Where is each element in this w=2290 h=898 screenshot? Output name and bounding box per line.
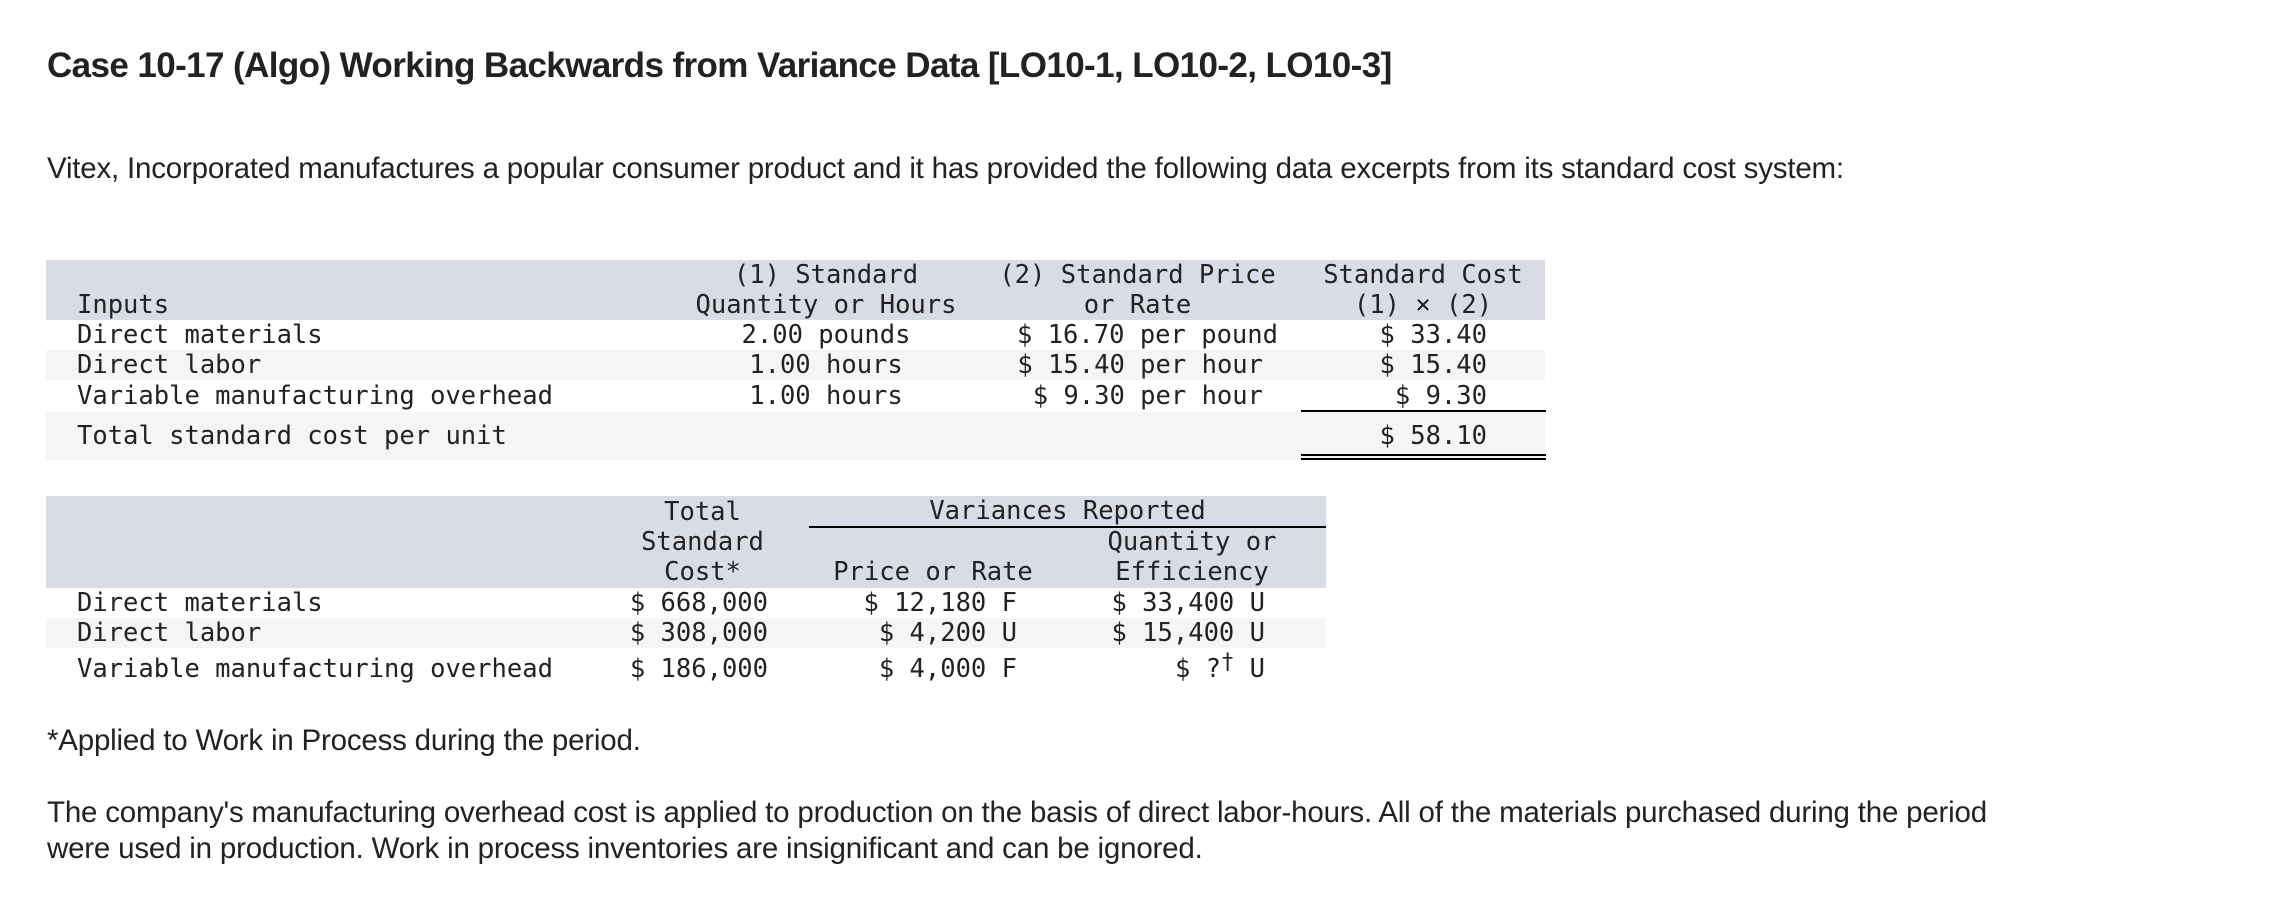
header-inputs: Inputs — [77, 290, 170, 320]
row-price-variance: $ 4,000 F — [809, 654, 1017, 684]
header-total-line1: Total — [664, 497, 741, 527]
row-quantity: 2.00 pounds — [741, 320, 911, 350]
row-total-standard-cost: $ 668,000 — [629, 588, 768, 618]
row-total-standard-cost: $ 186,000 — [629, 654, 768, 684]
header-price-line1: (2) Standard Price — [999, 260, 1276, 290]
total-double-underline-top — [1301, 454, 1546, 456]
table-header-band — [46, 260, 1545, 320]
row-cost: $ 33.40 — [1379, 320, 1487, 350]
price-variance-amount: $ 4,000 — [878, 654, 987, 684]
quantity-variance-flag: U — [1249, 654, 1265, 684]
row-input-variable-overhead: Variable manufacturing overhead — [77, 654, 553, 684]
header-quantity-line1: (1) Standard — [733, 260, 919, 290]
price-variance-amount: $ 12,180 — [863, 588, 987, 618]
header-quantity-line1: Quantity or — [1107, 527, 1277, 557]
quantity-variance-flag: U — [1249, 588, 1265, 618]
table-row-stripe — [46, 618, 1326, 648]
table-header-band — [46, 496, 1326, 588]
table-row-stripe — [46, 350, 1545, 380]
variances-group-underline — [809, 526, 1326, 528]
row-cost: $ 9.30 — [1394, 381, 1487, 411]
row-quantity-variance: $ 33,400 U — [1092, 588, 1265, 618]
row-input-direct-labor: Direct labor — [77, 350, 262, 380]
quantity-variance-amount: $ 15,400 — [1111, 618, 1235, 648]
row-input-direct-labor: Direct labor — [77, 618, 262, 648]
standard-cost-table: Inputs (1) Standard Quantity or Hours (2… — [46, 260, 1546, 460]
header-quantity-line2: Quantity or Hours — [695, 290, 957, 320]
row-price-variance: $ 4,200 U — [809, 618, 1017, 648]
header-total-line2: Standard — [641, 527, 764, 557]
row-input-direct-materials: Direct materials — [77, 320, 323, 350]
page-title: Case 10-17 (Algo) Working Backwards from… — [47, 46, 1392, 85]
row-price: $ 16.70 per pound — [1017, 320, 1278, 350]
price-variance-amount: $ 4,200 — [878, 618, 987, 648]
footnote: *Applied to Work in Process during the p… — [47, 724, 641, 757]
header-price-line2: or Rate — [1083, 290, 1192, 320]
intro-paragraph: Vitex, Incorporated manufactures a popul… — [47, 152, 1844, 185]
total-double-underline-bottom — [1301, 458, 1546, 460]
quantity-variance-flag: U — [1249, 618, 1265, 648]
total-cost: $ 58.10 — [1379, 421, 1487, 451]
row-quantity-variance: $ 15,400 U — [1092, 618, 1265, 648]
row-quantity-variance: $ ?† U — [1092, 652, 1265, 685]
header-quantity-line2: Efficiency — [1115, 557, 1269, 587]
row-input-direct-materials: Direct materials — [77, 588, 323, 618]
table-total-row-bg — [46, 412, 1545, 460]
header-cost-line2: (1) × (2) — [1353, 290, 1493, 320]
row-quantity: 1.00 hours — [749, 381, 903, 411]
closing-paragraph: The company's manufacturing overhead cos… — [47, 796, 1987, 865]
price-variance-flag: U — [1001, 618, 1017, 648]
header-variances-group: Variances Reported — [929, 496, 1206, 526]
price-variance-flag: F — [1001, 654, 1017, 684]
header-total-line3: Cost* — [664, 557, 741, 587]
variance-table: Total Standard Cost* Variances Reported … — [46, 496, 1326, 685]
quantity-variance-amount: $ ? — [1174, 654, 1222, 684]
header-price-or-rate: Price or Rate — [833, 557, 1033, 587]
row-quantity: 1.00 hours — [749, 350, 903, 380]
dagger-footnote-mark: † — [1221, 650, 1235, 675]
price-variance-flag: F — [1001, 588, 1017, 618]
row-input-variable-overhead: Variable manufacturing overhead — [77, 381, 553, 411]
row-total-standard-cost: $ 308,000 — [629, 618, 768, 648]
quantity-variance-amount: $ 33,400 — [1111, 588, 1235, 618]
total-label: Total standard cost per unit — [77, 421, 507, 451]
header-cost-line1: Standard Cost — [1323, 260, 1523, 290]
row-cost: $ 15.40 — [1379, 350, 1487, 380]
row-price: $ 9.30 per hour — [1032, 381, 1263, 411]
row-price: $ 15.40 per hour — [1017, 350, 1263, 380]
subtotal-underline — [1301, 410, 1546, 412]
row-price-variance: $ 12,180 F — [809, 588, 1017, 618]
